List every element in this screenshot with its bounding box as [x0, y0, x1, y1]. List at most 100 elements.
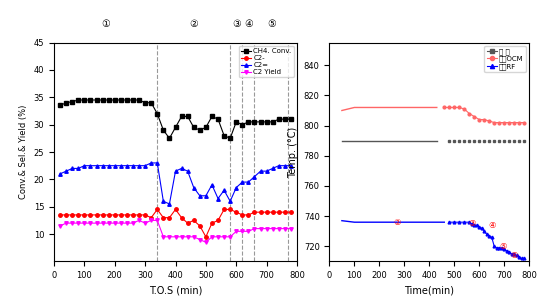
CH4. Conv.: [130, 98, 136, 102]
C2=: [118, 164, 124, 168]
C2 Yield: [209, 235, 215, 239]
C2-: [69, 213, 76, 217]
Text: ②: ②: [190, 19, 198, 29]
C2 Yield: [288, 227, 294, 230]
C2=: [57, 172, 63, 176]
C2-: [99, 213, 106, 217]
C2 Yield: [166, 235, 173, 239]
CH4. Conv.: [57, 104, 63, 107]
C2-: [118, 213, 124, 217]
Line: C2=: C2=: [58, 161, 293, 206]
C2 Yield: [258, 227, 264, 230]
CH4. Conv.: [81, 98, 87, 102]
C2-: [191, 219, 197, 222]
C2-: [288, 210, 294, 214]
C2-: [57, 213, 63, 217]
CH4. Conv.: [269, 120, 276, 124]
CH4. Conv.: [99, 98, 106, 102]
C2 Yield: [154, 219, 160, 222]
CH4. Conv.: [166, 136, 173, 140]
C2=: [258, 169, 264, 173]
C2 Yield: [172, 235, 179, 239]
Text: ③: ③: [232, 19, 241, 29]
C2 Yield: [111, 221, 118, 225]
C2 Yield: [99, 221, 106, 225]
CH4. Conv.: [258, 120, 264, 124]
C2-: [81, 213, 87, 217]
C2-: [172, 208, 179, 211]
C2-: [209, 221, 215, 225]
C2 Yield: [87, 221, 94, 225]
C2 Yield: [63, 221, 69, 225]
C2-: [166, 216, 173, 219]
C2 Yield: [215, 235, 221, 239]
C2 Yield: [160, 235, 167, 239]
C2 Yield: [105, 221, 112, 225]
CH4. Conv.: [69, 100, 76, 103]
C2=: [269, 167, 276, 170]
C2 Yield: [136, 219, 143, 222]
CH4. Conv.: [63, 101, 69, 105]
C2-: [148, 216, 154, 219]
CH4. Conv.: [209, 115, 215, 118]
C2-: [282, 210, 288, 214]
Y-axis label: Conv.& Sel.& Yield (%): Conv.& Sel.& Yield (%): [19, 105, 28, 199]
C2 Yield: [275, 227, 282, 230]
C2=: [87, 164, 94, 168]
C2-: [275, 210, 282, 214]
C2 Yield: [81, 221, 87, 225]
C2-: [221, 208, 227, 211]
C2-: [93, 213, 100, 217]
CH4. Conv.: [87, 98, 94, 102]
C2=: [81, 164, 87, 168]
C2=: [191, 186, 197, 189]
Text: ②: ②: [393, 218, 401, 227]
Text: ①: ①: [102, 19, 110, 29]
C2 Yield: [124, 221, 130, 225]
CH4. Conv.: [178, 115, 185, 118]
C2=: [233, 186, 240, 189]
C2-: [130, 213, 136, 217]
C2-: [269, 210, 276, 214]
CH4. Conv.: [148, 101, 154, 105]
C2-: [251, 210, 258, 214]
C2-: [63, 213, 69, 217]
CH4. Conv.: [154, 112, 160, 116]
C2=: [130, 164, 136, 168]
C2 Yield: [69, 221, 76, 225]
CH4. Conv.: [75, 98, 82, 102]
CH4. Conv.: [160, 128, 167, 132]
C2 Yield: [148, 219, 154, 222]
C2=: [215, 197, 221, 200]
C2 Yield: [282, 227, 288, 230]
CH4. Conv.: [282, 117, 288, 121]
C2=: [178, 167, 185, 170]
Line: CH4. Conv.: CH4. Conv.: [58, 98, 293, 140]
C2-: [136, 213, 143, 217]
C2-: [245, 213, 252, 217]
C2=: [282, 164, 288, 168]
CH4. Conv.: [251, 120, 258, 124]
C2=: [202, 194, 209, 198]
C2=: [160, 199, 167, 203]
Text: ③: ③: [468, 219, 476, 228]
Text: ⑥: ⑥: [510, 251, 518, 260]
C2=: [288, 164, 294, 168]
C2-: [154, 208, 160, 211]
X-axis label: Time(min): Time(min): [404, 286, 454, 296]
C2-: [202, 235, 209, 239]
C2=: [142, 164, 149, 168]
Y-axis label: Temp. (°C): Temp. (°C): [288, 126, 298, 178]
C2-: [105, 213, 112, 217]
C2=: [99, 164, 106, 168]
C2 Yield: [191, 235, 197, 239]
CH4. Conv.: [124, 98, 130, 102]
C2-: [258, 210, 264, 214]
C2=: [239, 180, 246, 184]
CH4. Conv.: [197, 128, 203, 132]
C2-: [160, 216, 167, 219]
Line: C2-: C2-: [58, 208, 293, 239]
C2 Yield: [142, 221, 149, 225]
CH4. Conv.: [142, 101, 149, 105]
C2 Yield: [202, 240, 209, 244]
